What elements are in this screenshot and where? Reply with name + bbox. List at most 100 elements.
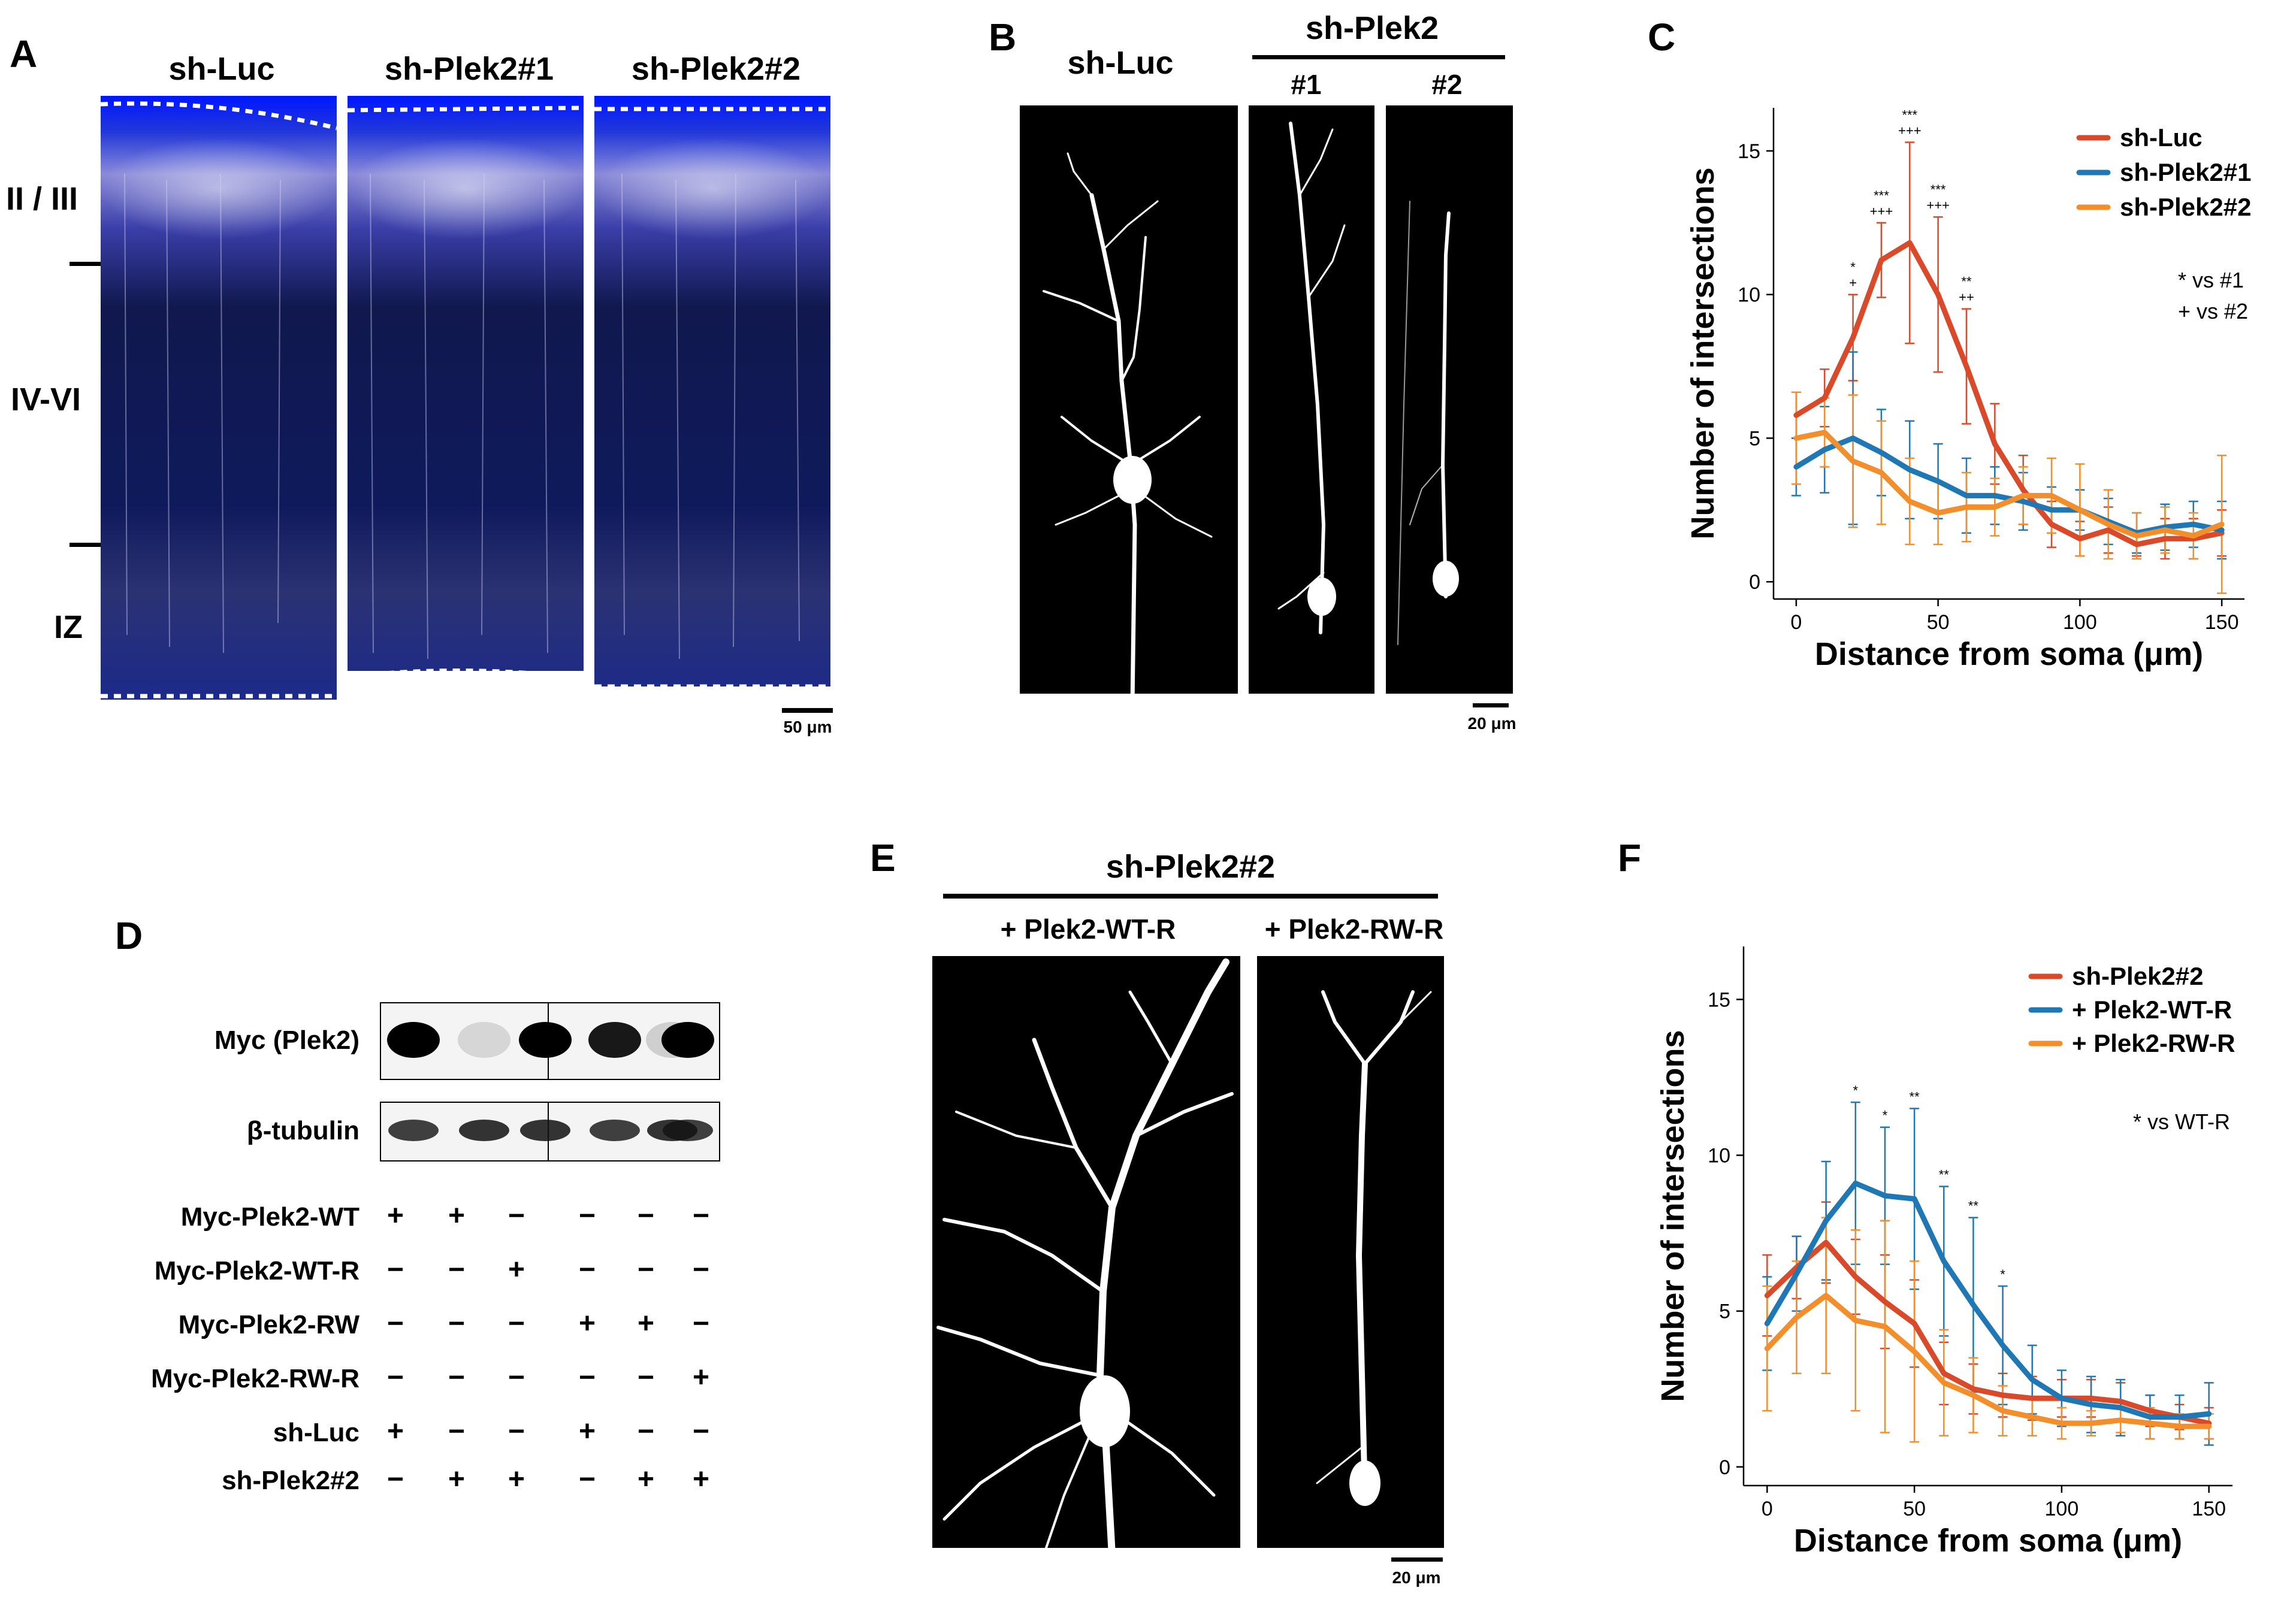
layer-divider [70,262,103,266]
panel-b-label: B [989,16,1017,59]
condition-value: − [507,1308,525,1339]
scale-bar-b-label: 20 μm [1467,714,1516,733]
condition-value: − [692,1254,710,1286]
blot-label-tubulin: β-tubulin [246,1116,359,1145]
condition-value: + [578,1415,596,1447]
significance-mark: * [1853,1083,1859,1098]
x-tick-label: 0 [1790,611,1802,634]
condition-label: Myc-Plek2-WT-R [154,1256,359,1286]
x-tick-label: 100 [2063,611,2097,634]
annotation: + vs #2 [2178,299,2248,323]
micrograph-b-plek2-1 [1249,105,1374,694]
significance-mark: ** [1910,1090,1920,1105]
series-line [1793,430,2225,539]
tubulin-band [520,1120,570,1141]
significance-mark: ** [1968,1199,1979,1214]
condition-value: − [637,1254,655,1286]
condition-value: + [386,1200,404,1232]
series-line [1764,1180,2212,1420]
condition-value: − [507,1362,525,1393]
significance-mark: ** [1939,1168,1950,1182]
tubulin-band [663,1120,713,1141]
significance-mark: +++ [1870,204,1893,219]
significance-mark: * [1883,1108,1888,1123]
panel-a-micrographs [100,96,839,700]
y-axis-label: Number of intersections [1655,1030,1691,1402]
condition-value: + [507,1254,525,1286]
panel-b-group-line [1252,55,1505,59]
condition-label: sh-Plek2#2 [222,1466,359,1495]
layer-divider [70,543,103,547]
condition-value: + [507,1463,525,1495]
panel-b-sub-2: #2 [1431,69,1463,100]
condition-value: − [448,1362,466,1393]
condition-value: − [448,1254,466,1286]
condition-label: sh-Luc [273,1418,359,1447]
significance-mark: *** [1874,188,1889,203]
significance-mark: + [1849,276,1857,291]
significance-mark: ++ [1959,290,1974,305]
series-line [1793,435,2225,536]
panel-e-header: sh-Plek2#2 [1105,849,1276,885]
myc-band [387,1022,440,1058]
y-tick-label: 0 [1749,571,1760,594]
legend-label: + Plek2-RW-R [2072,1029,2235,1057]
condition-label: Myc-Plek2-RW-R [151,1364,359,1393]
panel-e-label: E [870,836,896,879]
condition-table: Myc-Plek2-WT + + − − − − Myc-Plek2-WT-R − − + − − − My… [90,1200,725,1516]
panel-a-label: A [10,32,38,75]
condition-value: + [637,1308,655,1339]
significance-mark: *** [1931,182,1946,197]
micrograph-b-plek2-2 [1386,105,1513,694]
condition-label: Myc-Plek2-WT [180,1202,359,1232]
condition-value: − [386,1463,404,1495]
panel-a-header-plek2-2: sh-Plek2#2 [631,51,801,87]
panel-f-label: F [1618,836,1642,879]
legend-label: sh-Plek2#1 [2120,158,2251,186]
condition-value: − [578,1463,596,1495]
panel-e-sub-2: + Plek2-RW-R [1264,914,1444,945]
x-tick-label: 100 [2045,1498,2079,1520]
panel-d-label: D [115,914,143,957]
condition-value: − [637,1200,655,1232]
panel-b-header-plek2: sh-Plek2 [1305,10,1439,46]
tubulin-band [590,1120,640,1141]
condition-value: − [507,1200,525,1232]
condition-value: − [692,1200,710,1232]
condition-value: − [386,1308,404,1339]
layer-label-4-6: IV-VI [11,382,81,418]
micrograph-e-wt [932,956,1240,1548]
x-axis-label: Distance from soma (μm) [1794,1523,2182,1559]
blot-label-myc: Myc (Plek2) [214,1026,359,1055]
y-tick-label: 10 [1708,1145,1730,1168]
y-tick-label: 5 [1719,1300,1730,1323]
condition-value: − [692,1415,710,1447]
condition-value: − [448,1415,466,1447]
condition-value: + [386,1415,404,1447]
condition-value: − [578,1200,596,1232]
condition-value: − [578,1362,596,1393]
y-tick-label: 0 [1719,1456,1730,1479]
series-line [1793,240,2225,548]
series-line [1764,1239,2212,1426]
condition-value: − [692,1308,710,1339]
significance-mark: ** [1961,274,1972,289]
condition-value: − [448,1308,466,1339]
condition-value: + [448,1200,466,1232]
condition-value: − [507,1415,525,1447]
significance-mark: *** [1902,108,1917,123]
condition-value: + [692,1362,710,1393]
y-tick-label: 15 [1738,140,1760,163]
condition-label: Myc-Plek2-RW [178,1310,359,1339]
panel-e-sub-1: + Plek2-WT-R [1000,914,1176,945]
tubulin-band [388,1120,439,1141]
panel-a-header-plek2-1: sh-Plek2#1 [384,51,554,87]
legend-label: sh-Plek2#2 [2120,193,2251,221]
layer-label-iz: IZ [54,609,83,645]
scale-bar-e [1391,1557,1443,1562]
micrograph-b-luc [1020,105,1238,694]
myc-band [519,1022,572,1058]
x-tick-label: 150 [2192,1498,2226,1520]
annotation: * vs WT-R [2133,1109,2230,1134]
